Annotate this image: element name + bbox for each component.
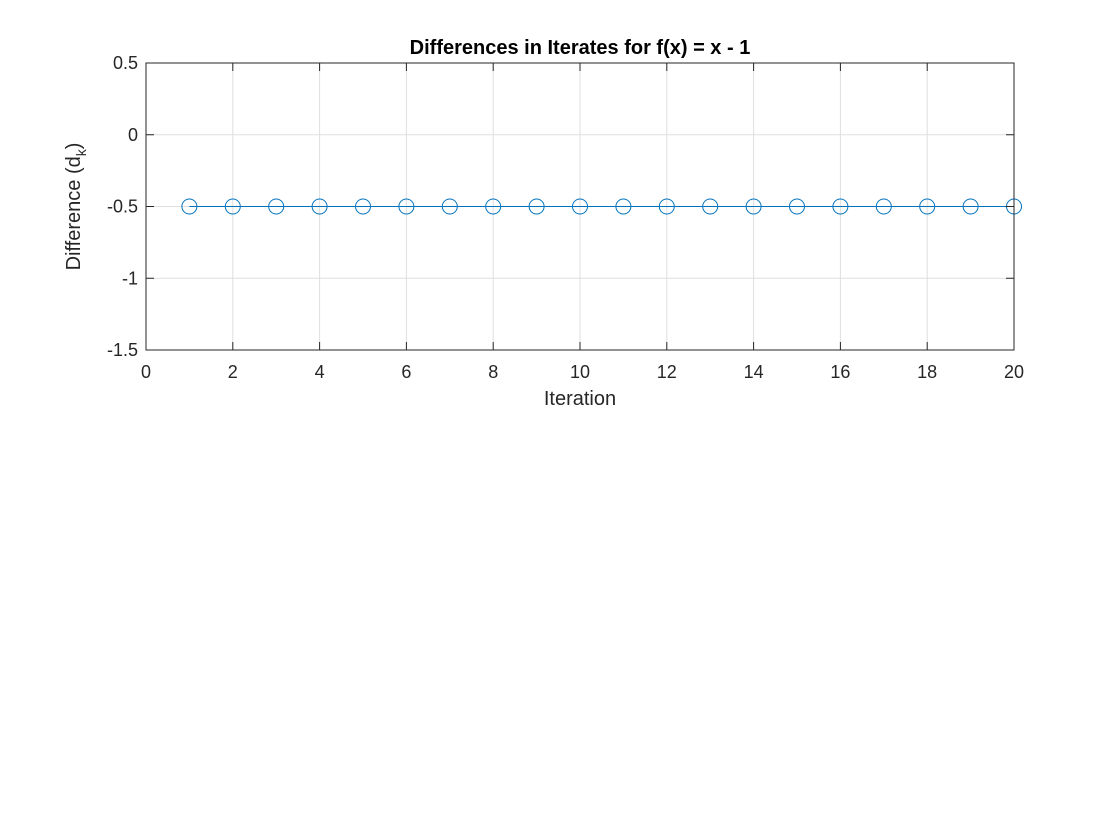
y-tick-label: -0.5 — [107, 197, 138, 217]
data-point — [441, 198, 458, 215]
data-point — [355, 198, 371, 215]
series-layer — [181, 198, 1022, 215]
data-point — [572, 198, 588, 215]
y-axis-label: Difference (dk) — [63, 143, 89, 271]
data-point — [875, 198, 892, 215]
data-point — [919, 198, 936, 215]
data-point — [268, 198, 285, 215]
y-tick-label: 0 — [128, 125, 138, 145]
data-point — [658, 198, 675, 215]
y-tick-label: -1.5 — [107, 340, 138, 360]
data-point — [485, 198, 502, 215]
data-point — [615, 198, 632, 215]
data-point — [224, 198, 241, 215]
x-tick-label: 10 — [570, 362, 590, 382]
x-tick-label: 8 — [488, 362, 498, 382]
y-tick-label: -1 — [122, 268, 138, 288]
data-point — [962, 198, 979, 215]
data-point — [311, 198, 328, 215]
x-tick-label: 18 — [917, 362, 937, 382]
x-tick-label: 12 — [657, 362, 677, 382]
y-axis-label-close: ) — [63, 143, 85, 150]
data-point — [789, 198, 805, 215]
x-tick-label: 16 — [830, 362, 850, 382]
data-point — [398, 198, 415, 215]
data-point — [528, 198, 545, 215]
ticks: 0 2 4 6 8 10 12 14 16 18 20 -1.5 -1 -0.5 0 0.5 — [107, 53, 1024, 382]
x-tick-label: 14 — [744, 362, 764, 382]
y-axis-label-subscript: k — [73, 148, 89, 156]
x-tick-label: 6 — [401, 362, 411, 382]
x-tick-label: 20 — [1004, 362, 1024, 382]
x-tick-label: 2 — [228, 362, 238, 382]
x-tick-label: 0 — [141, 362, 151, 382]
data-point — [832, 198, 849, 215]
data-point — [745, 198, 762, 215]
chart-title: Differences in Iterates for f(x) = x - 1 — [410, 37, 751, 59]
y-tick-label: 0.5 — [113, 53, 138, 73]
x-tick-label: 4 — [315, 362, 325, 382]
y-axis-label-main: Difference (d — [63, 156, 85, 270]
data-point — [702, 198, 719, 215]
data-point — [181, 198, 198, 215]
x-axis-label: Iteration — [544, 388, 616, 410]
